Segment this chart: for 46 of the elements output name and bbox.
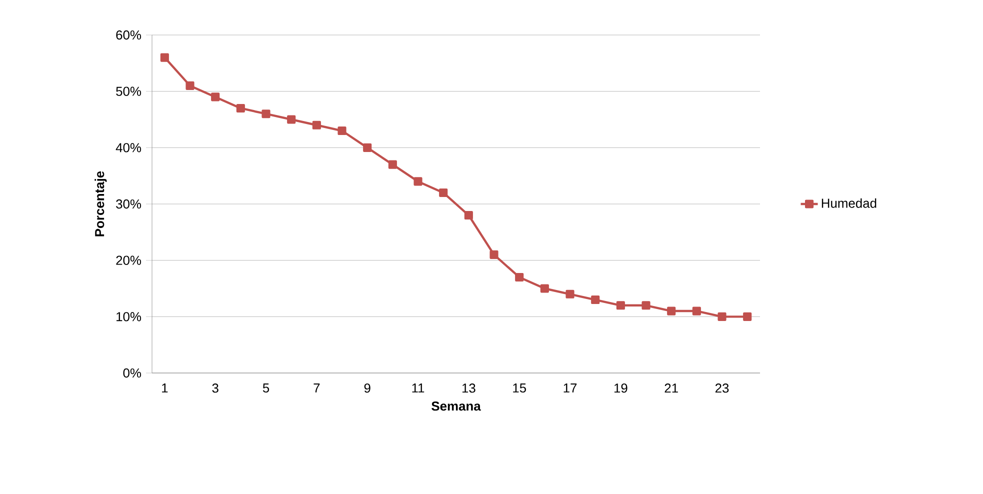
point: [160, 53, 169, 62]
point: [414, 177, 422, 186]
point: [566, 290, 574, 298]
y-tick-label: 40%: [116, 143, 142, 152]
point: [540, 284, 549, 293]
point: [388, 160, 397, 169]
y-tick-label: 50%: [116, 86, 142, 96]
x-tick-label: 11: [412, 384, 424, 392]
point: [692, 306, 701, 316]
point: [236, 104, 245, 113]
point: [287, 115, 296, 124]
point: [515, 272, 524, 282]
x-tick-label: 13: [462, 384, 476, 393]
point: [464, 210, 473, 220]
x-tick-label: 3: [212, 384, 218, 393]
y-tick-label: 0%: [123, 368, 142, 378]
point: [591, 295, 600, 304]
x-tick-label: 21: [664, 384, 678, 393]
y-tick-label: 60%: [116, 30, 142, 40]
x-tick-label: 23: [715, 384, 729, 393]
point: [363, 143, 372, 152]
point: [490, 250, 498, 259]
point: [616, 301, 625, 310]
point: [642, 301, 650, 310]
point: [211, 92, 220, 102]
point: [186, 81, 194, 90]
point: [338, 126, 346, 136]
x-tick-label: 17: [564, 384, 577, 392]
point: [262, 110, 270, 118]
point: [667, 306, 676, 316]
point: [439, 188, 448, 198]
point: [718, 312, 726, 321]
y-tick-label: 20%: [116, 256, 142, 265]
x-tick-label: 5: [262, 384, 270, 393]
x-axis-title: Semana: [432, 402, 481, 411]
legend-label: Humedad: [822, 198, 876, 208]
x-tick-label: 1: [162, 384, 168, 392]
x-tick-label: 9: [364, 384, 370, 393]
y-tick-label: 30%: [116, 199, 142, 209]
point: [743, 312, 752, 321]
x-tick-label: 15: [513, 384, 526, 393]
y-tick-label: 10%: [116, 312, 142, 322]
x-tick-label: 7: [314, 384, 320, 392]
point: [312, 120, 321, 130]
x-tick-label: 19: [614, 384, 628, 393]
y-axis-title: Porcentaje: [94, 171, 107, 236]
